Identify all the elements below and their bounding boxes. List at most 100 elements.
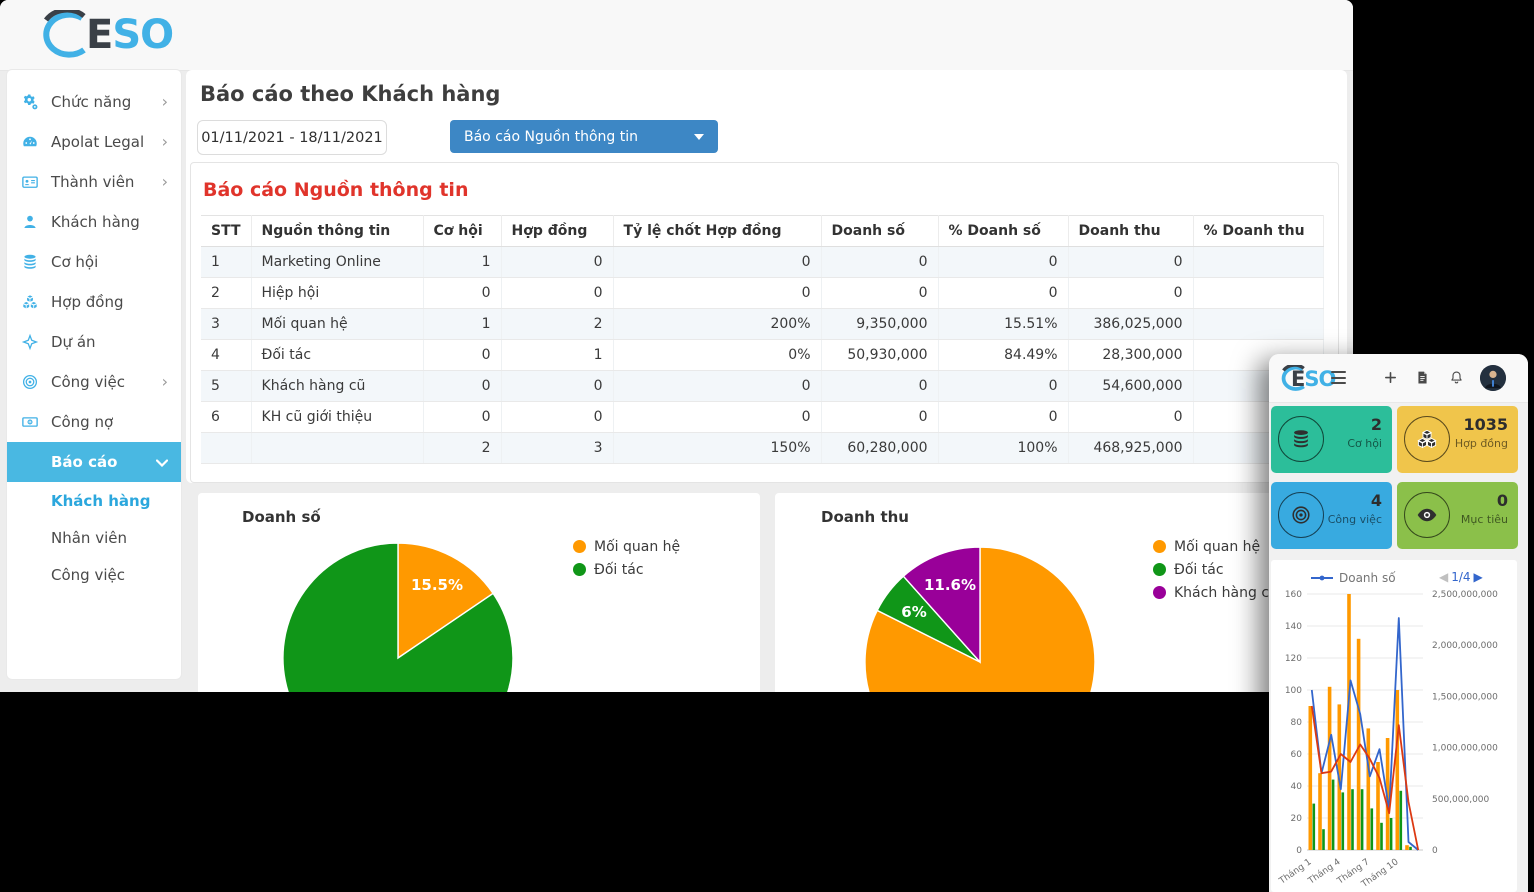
next-page-icon[interactable]: ▶ — [1473, 570, 1483, 584]
banknote-icon: 0 — [21, 413, 45, 431]
svg-text:2,500,000,000: 2,500,000,000 — [1432, 590, 1498, 600]
sidebar-item-9[interactable]: 0 Công nợ — [7, 402, 181, 442]
svg-text:Tháng 4: Tháng 4 — [1306, 857, 1343, 887]
column-header: Nguồn thông tin — [251, 215, 424, 247]
table-cell: 0 — [938, 277, 1069, 309]
overlay-card-công-việc[interactable]: 4 Công việc — [1271, 482, 1392, 549]
pie-slice-label: 15.5% — [410, 576, 464, 594]
table-cell: 0 — [821, 277, 939, 309]
sidebar-item-2[interactable]: Apolat Legal › — [7, 122, 181, 162]
sidebar-subitem-1[interactable]: Khách hàng — [51, 491, 151, 510]
diamond-icon — [21, 333, 45, 351]
table-cell: 386,025,000 — [1068, 308, 1194, 340]
report-title: Báo cáo Nguồn thông tin — [203, 179, 469, 201]
svg-text:80: 80 — [1291, 718, 1303, 728]
sidebar-item-5[interactable]: Cơ hội — [7, 242, 181, 282]
sidebar-item-4[interactable]: Khách hàng — [7, 202, 181, 242]
table-cell: 0 — [423, 401, 502, 433]
database-icon — [21, 253, 45, 271]
table-cell: 0 — [613, 370, 822, 402]
legend-dot — [1153, 586, 1166, 599]
svg-text:1,500,000,000: 1,500,000,000 — [1432, 692, 1498, 702]
bullseye-icon — [21, 373, 45, 391]
table-cell: 0 — [501, 246, 614, 278]
legend-dot — [573, 540, 586, 553]
bell-icon[interactable] — [1449, 370, 1464, 389]
overlay-topbar: E SO — [1269, 354, 1528, 403]
table-cell: 5 — [201, 370, 252, 402]
table-cell — [1193, 246, 1324, 278]
table-cell — [201, 432, 252, 464]
sidebar-item-6[interactable]: Hợp đồng — [7, 282, 181, 322]
svg-text:2,000,000,000: 2,000,000,000 — [1432, 641, 1498, 651]
table-cell: 0 — [821, 401, 939, 433]
report-panel: Báo cáo theo Khách hàng 01/11/2021 - 18/… — [186, 70, 1347, 483]
chevron-down-icon — [694, 133, 704, 140]
table-cell: 0 — [821, 370, 939, 402]
table-cell: 0 — [613, 401, 822, 433]
table-cell: 0 — [501, 370, 614, 402]
sidebar-subitem-2[interactable]: Nhân viên — [51, 528, 127, 547]
report-type-dropdown[interactable]: Báo cáo Nguồn thông tin — [450, 120, 718, 153]
column-header: Doanh số — [821, 215, 939, 247]
sidebar-item-7[interactable]: Dự án — [7, 322, 181, 362]
chart-legend: Mối quan hệ Đối tác Khách hàng cũ — [1153, 535, 1278, 604]
sidebar-item-1[interactable]: Chức năng › — [7, 82, 181, 122]
svg-text:0: 0 — [29, 420, 32, 426]
table-cell: 0 — [938, 401, 1069, 433]
table-cell: 4 — [201, 339, 252, 371]
legend-item: Mối quan hệ — [1153, 535, 1278, 558]
sidebar-item-3[interactable]: Thành viên › — [7, 162, 181, 202]
doanh-so-chart-card: Doanh số 15.5% Mối quan hệ Đối tác — [198, 493, 760, 692]
table-cell: 1 — [423, 246, 502, 278]
chart-title: Doanh thu — [821, 508, 909, 526]
main-window: E SO Chức năng › Apolat Legal › Thành viê… — [0, 0, 1353, 692]
doanh-thu-chart-card: Doanh thu 6% 11.6% Mối quan hệ Đối tác Khác… — [775, 493, 1345, 692]
table-cell: 2 — [501, 308, 614, 340]
legend-dot — [1153, 563, 1166, 576]
report-card: Báo cáo Nguồn thông tin STT Nguồn thông t… — [190, 162, 1339, 483]
logo-swoosh-icon — [1281, 365, 1305, 391]
column-header: Tỷ lệ chốt Hợp đồng — [613, 215, 822, 247]
menu-toggle-icon[interactable] — [1331, 371, 1346, 384]
page-title: Báo cáo theo Khách hàng — [200, 82, 501, 106]
sidebar-subitem-3[interactable]: Công việc — [51, 565, 125, 584]
overlay-card-mục-tiêu[interactable]: 0 Mục tiêu — [1397, 482, 1518, 549]
cubes-icon — [1404, 416, 1450, 462]
overlay-card-cơ-hội[interactable]: 2 Cơ hội — [1271, 406, 1392, 473]
table-cell: 0 — [423, 339, 502, 371]
table-cell: 0 — [501, 277, 614, 309]
legend-item: Đối tác — [1153, 558, 1278, 581]
table-cell: 3 — [201, 308, 252, 340]
sidebar-item-8[interactable]: Công việc › — [7, 362, 181, 402]
svg-text:60: 60 — [1291, 750, 1303, 760]
table-cell: 0 — [938, 370, 1069, 402]
legend-item: Khách hàng cũ — [1153, 581, 1278, 604]
overlay-chart-card: Doanh số ◀ 1/4 ▶ 0 20 40 60 80 100 120 140 160 0 500… — [1271, 560, 1517, 892]
document-icon[interactable] — [1415, 370, 1430, 389]
chevron-right-icon: › — [161, 92, 168, 111]
gauge-icon — [21, 133, 45, 151]
table-cell: 28,300,000 — [1068, 339, 1194, 371]
table-header-row: STT Nguồn thông tin Cơ hội Hợp đồng Tỷ lệ ch… — [201, 215, 1324, 247]
topbar: E SO — [0, 0, 1353, 253]
prev-page-icon[interactable]: ◀ — [1439, 570, 1449, 584]
table-cell: 0 — [1068, 401, 1194, 433]
line-legend-icon — [1311, 575, 1333, 581]
card-value: 1035 — [1463, 415, 1508, 434]
table-cell: 9,350,000 — [821, 308, 939, 340]
svg-text:1,000,000,000: 1,000,000,000 — [1432, 744, 1498, 754]
svg-text:0: 0 — [1296, 846, 1302, 856]
add-icon[interactable] — [1383, 370, 1398, 389]
table-cell: 1 — [423, 308, 502, 340]
svg-text:40: 40 — [1291, 782, 1303, 792]
sidebar-item-10[interactable]: Báo cáo — [7, 442, 181, 482]
svg-text:140: 140 — [1285, 622, 1302, 632]
card-label: Mục tiêu — [1460, 513, 1508, 526]
page-indicator: 1/4 — [1451, 570, 1471, 584]
chevron-right-icon: › — [161, 372, 168, 391]
user-avatar[interactable] — [1480, 365, 1506, 391]
overlay-card-hợp-đồng[interactable]: 1035 Hợp đồng — [1397, 406, 1518, 473]
overlay-window: E SO 2 Cơ hội 1035 Hợp đồng 4 Công việc 0… — [1269, 354, 1528, 892]
date-range-input[interactable]: 01/11/2021 - 18/11/2021 — [197, 120, 387, 155]
